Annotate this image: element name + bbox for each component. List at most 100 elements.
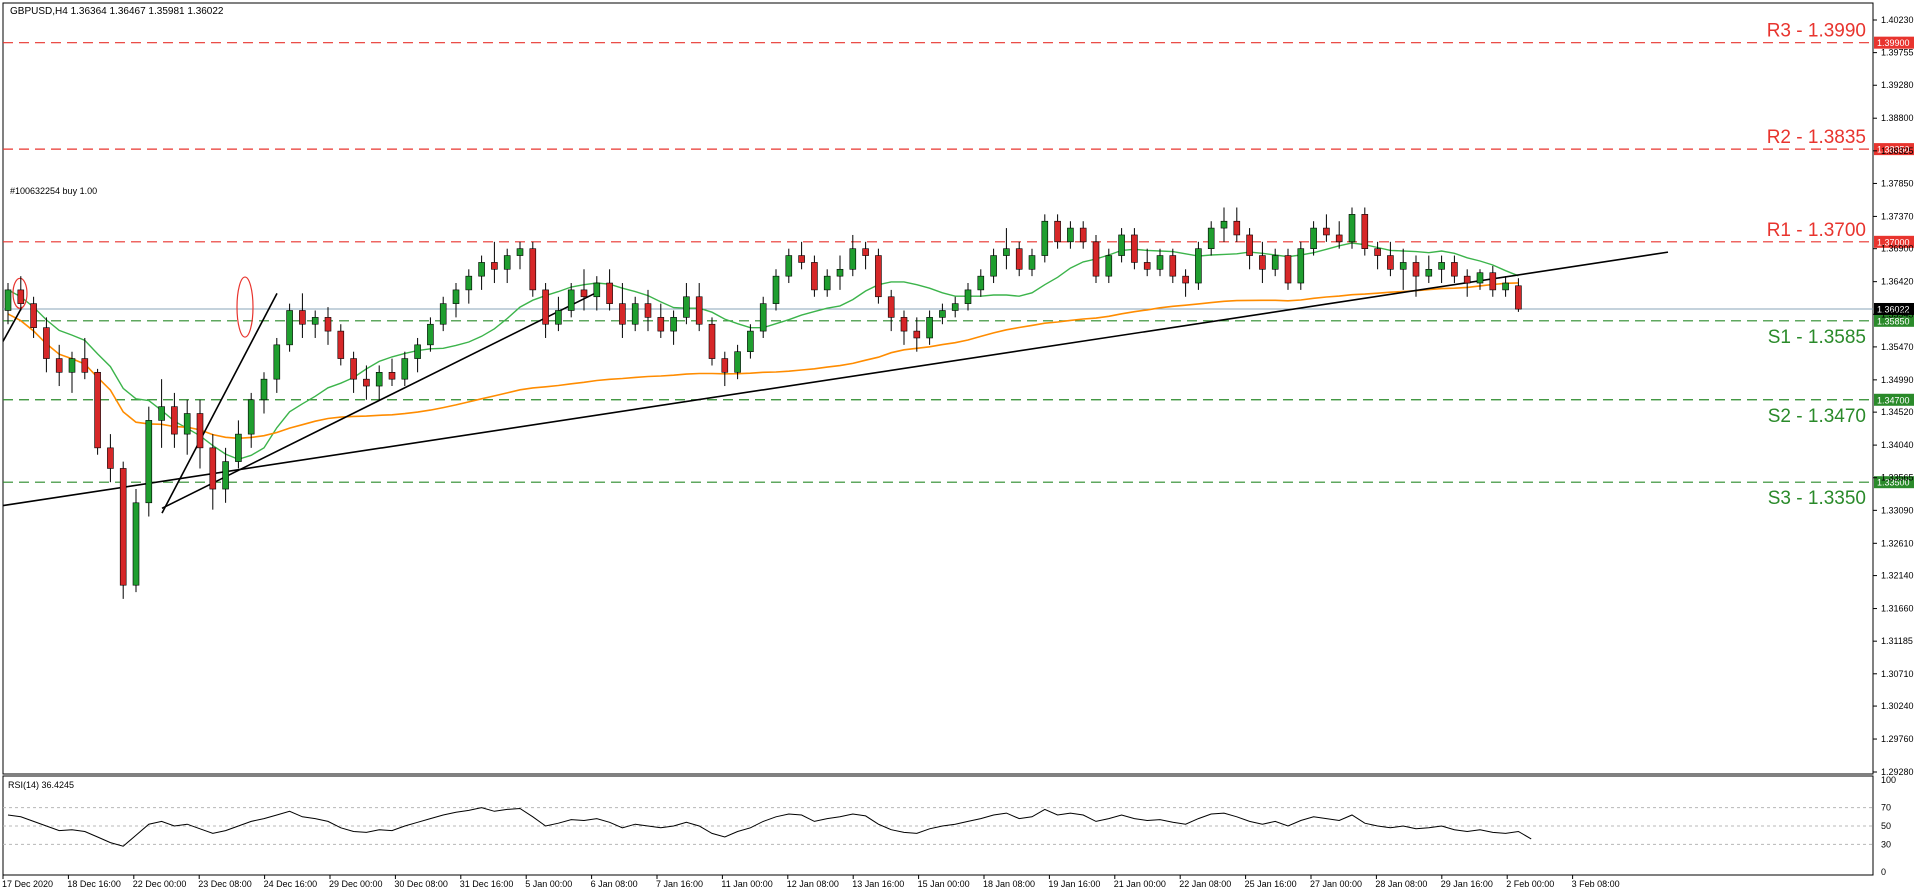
rsi-frame xyxy=(2,775,1874,876)
bull-candle xyxy=(247,399,255,435)
x-tick-label: 21 Jan 00:00 xyxy=(1114,879,1166,889)
bear-candle xyxy=(887,296,895,318)
ma-slow-line xyxy=(7,282,1519,440)
current-price-tag xyxy=(1874,302,1914,315)
resistance-level-label: R1 - 1.3700 xyxy=(1767,220,1866,241)
y-tick-label: 1.30240 xyxy=(1881,701,1914,711)
bear-candle xyxy=(491,262,498,270)
y-tick-label: 1.32140 xyxy=(1881,571,1914,581)
bear-candle xyxy=(1233,220,1241,236)
level-price-tag-text: 1.35850 xyxy=(1877,316,1910,326)
bear-candle xyxy=(1169,255,1177,277)
level-price-tag xyxy=(1874,476,1914,489)
y-tick-label: 1.37370 xyxy=(1881,211,1914,221)
resistance-level-label: R2 - 1.3835 xyxy=(1767,127,1866,148)
bear-candle xyxy=(30,303,37,328)
bull-candle xyxy=(286,310,293,346)
bull-candle xyxy=(132,502,140,586)
bull-candle xyxy=(1425,268,1433,277)
trendline xyxy=(161,292,278,514)
y-tick-label: 1.36900 xyxy=(1881,244,1914,254)
bear-candle xyxy=(1515,285,1522,310)
rsi-tick-label: 70 xyxy=(1881,803,1891,813)
x-tick-label: 12 Jan 08:00 xyxy=(787,879,839,889)
bear-candle xyxy=(1092,241,1100,277)
bear-candle xyxy=(1054,220,1061,243)
bull-candle xyxy=(452,289,460,304)
level-price-tag xyxy=(1874,235,1914,248)
bear-candle xyxy=(1131,234,1138,263)
bull-candle xyxy=(1502,282,1509,291)
bear-candle xyxy=(619,303,626,325)
x-tick-label: 29 Jan 16:00 xyxy=(1441,879,1493,889)
level-price-tag-text: 1.37000 xyxy=(1877,237,1910,247)
level-price-tag xyxy=(1874,36,1914,49)
bull-candle xyxy=(439,303,447,325)
chart-title: GBPUSD,H4 1.36364 1.36467 1.35981 1.3602… xyxy=(10,6,224,17)
bear-candle xyxy=(798,255,805,263)
bull-candle xyxy=(1348,214,1356,243)
order-label: #100632254 buy 1.00 xyxy=(10,186,97,196)
bear-candle xyxy=(913,330,921,339)
y-tick-label: 1.37850 xyxy=(1881,178,1914,188)
y-tick-label: 1.36420 xyxy=(1881,277,1914,287)
y-tick-label: 1.34520 xyxy=(1881,407,1914,417)
support-level-label: S1 - 1.3585 xyxy=(1768,327,1866,348)
bear-candle xyxy=(107,447,114,469)
bull-candle xyxy=(567,289,575,311)
bear-candle xyxy=(388,372,396,380)
bull-candle xyxy=(260,378,268,401)
bull-candle xyxy=(849,248,857,270)
bear-candle xyxy=(542,289,549,325)
bear-candle xyxy=(337,330,345,359)
bull-candle xyxy=(759,303,767,332)
bear-candle xyxy=(196,413,204,449)
x-tick-label: 17 Dec 2020 xyxy=(2,879,53,889)
x-tick-label: 11 Jan 00:00 xyxy=(721,879,772,889)
y-tick-label: 1.39280 xyxy=(1881,80,1914,90)
bull-candle xyxy=(593,282,601,298)
bull-candle xyxy=(222,461,229,490)
bull-candle xyxy=(1105,255,1113,277)
resistance-level-label: R3 - 1.3990 xyxy=(1767,21,1866,42)
bull-candle xyxy=(939,310,946,318)
bear-candle xyxy=(606,282,613,304)
y-tick-label: 1.38325 xyxy=(1881,146,1914,156)
bear-candle xyxy=(862,248,869,256)
current-price-tag-text: 1.36022 xyxy=(1877,304,1910,314)
y-tick-label: 1.33090 xyxy=(1881,505,1914,515)
x-tick-label: 24 Dec 16:00 xyxy=(264,879,318,889)
trendline-main xyxy=(2,251,1669,507)
x-tick-label: 15 Jan 00:00 xyxy=(918,879,970,889)
x-tick-label: 30 Dec 08:00 xyxy=(394,879,448,889)
rsi-tick-label: 0 xyxy=(1881,867,1886,877)
bear-candle xyxy=(1463,275,1471,284)
bear-candle xyxy=(1387,255,1394,270)
level-price-tag-text: 1.38350 xyxy=(1877,145,1910,155)
bear-candle xyxy=(55,358,63,373)
x-tick-label: 2 Feb 00:00 xyxy=(1506,879,1554,889)
bull-candle xyxy=(145,420,153,504)
level-price-tag-text: 1.39900 xyxy=(1877,38,1910,48)
support-level-label: S3 - 1.3350 xyxy=(1768,488,1866,509)
bull-candle xyxy=(1156,255,1164,270)
bull-candle xyxy=(183,413,191,435)
y-tick-label: 1.34040 xyxy=(1881,440,1914,450)
y-tick-label: 1.34990 xyxy=(1881,375,1914,385)
bull-candle xyxy=(311,317,319,325)
bull-candle xyxy=(478,262,485,277)
bull-candle xyxy=(951,303,959,311)
y-tick-label: 1.39755 xyxy=(1881,48,1914,58)
level-price-tag-text: 1.34700 xyxy=(1877,395,1910,405)
bear-candle xyxy=(363,378,370,387)
bear-candle xyxy=(708,323,716,359)
bear-candle xyxy=(324,317,332,332)
bear-candle xyxy=(81,358,89,373)
bull-candle xyxy=(785,255,793,277)
bear-candle xyxy=(875,255,882,298)
rsi-tick-label: 30 xyxy=(1881,839,1891,849)
rsi-line xyxy=(7,807,1532,847)
bear-candle xyxy=(299,310,306,325)
